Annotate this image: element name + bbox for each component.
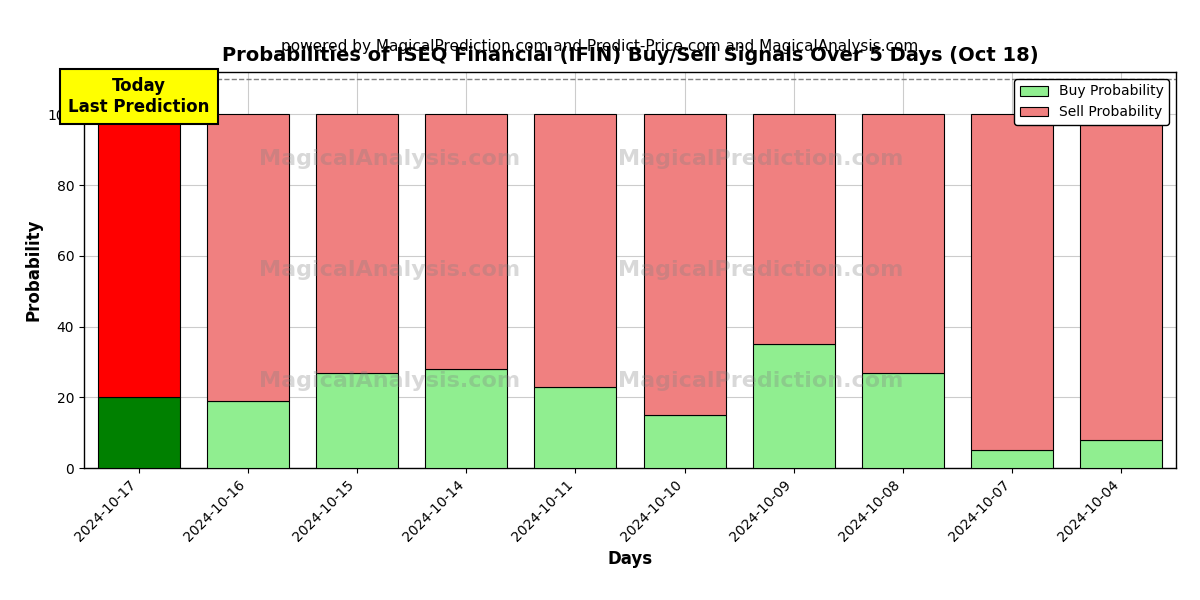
Bar [752,115,835,344]
Text: MagicalAnalysis.com: MagicalAnalysis.com [259,260,521,280]
Bar [862,373,944,468]
Y-axis label: Probability: Probability [24,219,42,321]
Bar [534,386,617,468]
Bar [862,115,944,373]
Bar [316,373,398,468]
Text: Today
Last Prediction: Today Last Prediction [68,77,209,116]
Bar [643,115,726,415]
Bar [752,344,835,468]
Bar [534,115,617,386]
Text: MagicalPrediction.com: MagicalPrediction.com [618,149,904,169]
Text: MagicalPrediction.com: MagicalPrediction.com [618,371,904,391]
Bar [971,451,1054,468]
Bar [425,369,508,468]
Bar [425,115,508,369]
Bar [97,397,180,468]
Bar [1080,115,1163,440]
Text: powered by MagicalPrediction.com and Predict-Price.com and MagicalAnalysis.com: powered by MagicalPrediction.com and Pre… [281,39,919,54]
Bar [316,115,398,373]
Bar [206,401,289,468]
Title: Probabilities of ISEQ Financial (IFIN) Buy/Sell Signals Over 5 Days (Oct 18): Probabilities of ISEQ Financial (IFIN) B… [222,46,1038,65]
Bar [971,115,1054,451]
Text: MagicalAnalysis.com: MagicalAnalysis.com [259,371,521,391]
Bar [1080,440,1163,468]
Legend: Buy Probability, Sell Probability: Buy Probability, Sell Probability [1014,79,1169,125]
Bar [97,115,180,397]
Bar [206,115,289,401]
Text: MagicalAnalysis.com: MagicalAnalysis.com [259,149,521,169]
X-axis label: Days: Days [607,550,653,568]
Bar [643,415,726,468]
Text: MagicalPrediction.com: MagicalPrediction.com [618,260,904,280]
